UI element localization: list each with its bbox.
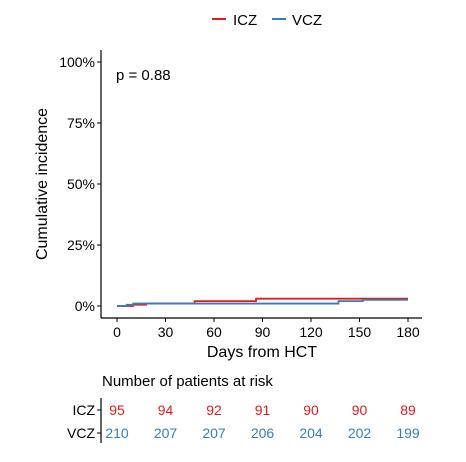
y-tick-label: 50% bbox=[67, 176, 95, 192]
risk-value-icz: 94 bbox=[158, 402, 174, 418]
risk-value-vcz: 206 bbox=[251, 425, 275, 441]
x-tick-label: 60 bbox=[206, 324, 222, 340]
legend-label-vcz: VCZ bbox=[292, 12, 322, 29]
risk-value-vcz: 207 bbox=[154, 425, 178, 441]
curves bbox=[117, 297, 408, 307]
risk-value-icz: 92 bbox=[206, 402, 222, 418]
risk-value-vcz: 210 bbox=[105, 425, 129, 441]
risk-row-label-icz: ICZ bbox=[72, 402, 95, 418]
x-tick-label: 150 bbox=[348, 324, 372, 340]
x-tick-label: 0 bbox=[113, 324, 121, 340]
x-axis-title: Days from HCT bbox=[207, 344, 317, 361]
risk-value-vcz: 207 bbox=[202, 425, 226, 441]
risk-value-icz: 89 bbox=[400, 402, 416, 418]
risk-table-title: Number of patients at risk bbox=[102, 373, 273, 390]
p-value-annotation: p = 0.88 bbox=[116, 67, 171, 84]
risk-value-vcz: 199 bbox=[396, 425, 420, 441]
risk-value-icz: 90 bbox=[303, 402, 319, 418]
risk-value-icz: 95 bbox=[109, 402, 125, 418]
series-vcz-line bbox=[117, 299, 408, 307]
legend: ICZ VCZ bbox=[212, 12, 322, 29]
y-tick-label: 25% bbox=[67, 237, 95, 253]
x-tick-label: 120 bbox=[299, 324, 323, 340]
y-axis-title: Cumulative incidence bbox=[34, 108, 51, 260]
axes: 0% 25% 50% 75% 100% 0 30 60 90 120 150 180 bbox=[59, 50, 422, 340]
x-tick-label: 90 bbox=[255, 324, 271, 340]
risk-table: ICZ 95 94 92 91 90 90 89 VCZ 210 207 207 206 204 202 19… bbox=[67, 398, 420, 443]
risk-value-vcz: 204 bbox=[299, 425, 323, 441]
risk-value-icz: 91 bbox=[255, 402, 271, 418]
risk-value-icz: 90 bbox=[352, 402, 368, 418]
y-tick-label: 75% bbox=[67, 115, 95, 131]
y-tick-label: 100% bbox=[59, 54, 95, 70]
risk-value-vcz: 202 bbox=[348, 425, 372, 441]
x-tick-label: 180 bbox=[396, 324, 420, 340]
x-tick-label: 30 bbox=[158, 324, 174, 340]
legend-label-icz: ICZ bbox=[233, 12, 257, 29]
risk-row-label-vcz: VCZ bbox=[67, 425, 95, 441]
y-tick-label: 0% bbox=[75, 298, 95, 314]
